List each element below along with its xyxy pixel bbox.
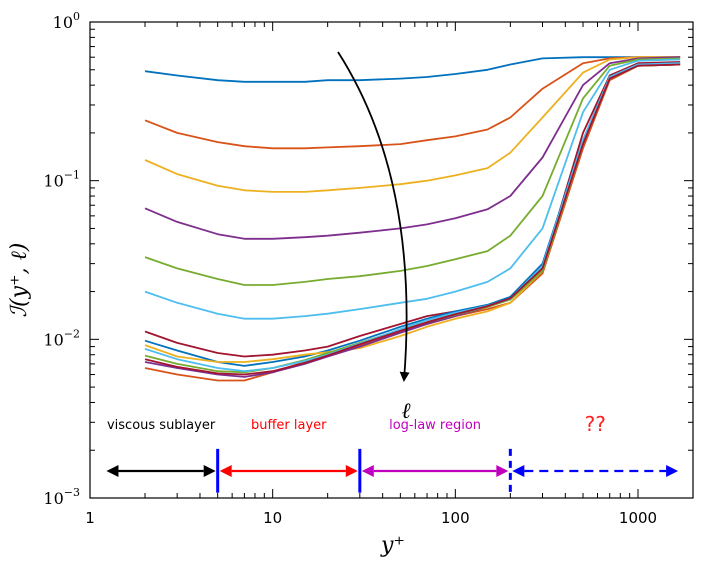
y-tick-label: 10−2: [43, 327, 80, 349]
series-line-4: [144, 56, 681, 240]
series-line-14: [144, 63, 681, 376]
trend-arrow: [337, 51, 410, 382]
region-arrowhead-right: [203, 464, 216, 477]
region-arrowhead-left: [512, 464, 525, 477]
region-label: viscous sublayer: [107, 418, 216, 433]
y-tick-label: 10−3: [43, 486, 80, 508]
y-tick-label: 10−1: [43, 169, 80, 191]
series-line-5: [144, 57, 681, 286]
x-tick-label: 10: [263, 509, 282, 527]
axes-frame: [89, 21, 694, 499]
series-line-6: [144, 58, 681, 320]
series-line-7: [144, 61, 681, 358]
region-1: viscous sublayer: [106, 418, 216, 477]
trend-arrow-label: ℓ: [401, 399, 411, 424]
region-label: log-law region: [389, 418, 481, 433]
series-line-3: [144, 56, 681, 193]
series-group: [144, 56, 681, 382]
x-tick-label: 1000: [619, 509, 657, 527]
plot-background: [90, 22, 693, 498]
regions-group: viscous sublayer buffer layer log-law regi…: [106, 51, 679, 493]
region-arrowhead-right: [666, 464, 679, 477]
y-axis-label: ℐ(y⁺, ℓ): [7, 243, 32, 318]
series-line-1: [144, 56, 681, 83]
region-label: buffer layer: [251, 418, 327, 433]
series-line-2: [144, 56, 681, 150]
region-2: buffer layer: [219, 418, 358, 477]
region-label: ??: [585, 412, 606, 436]
x-tick-label: 100: [441, 509, 470, 527]
x-axis-label: y⁺: [380, 533, 405, 558]
axes: 1 10 100 1000 10−3 10−2 10−1 100: [43, 10, 694, 527]
region-arrowhead-left: [361, 464, 374, 477]
region-3: log-law region: [361, 418, 509, 477]
y-tick-label: 100: [53, 10, 80, 32]
region-arrowhead-left: [219, 464, 232, 477]
region-arrowhead-left: [106, 464, 119, 477]
series-line-13: [144, 62, 681, 373]
region-4: ??: [512, 412, 679, 477]
x-tick-label: 1: [85, 509, 95, 527]
region-arrowhead-right: [496, 464, 509, 477]
region-arrowhead-right: [345, 464, 358, 477]
plot-area: [90, 22, 693, 498]
